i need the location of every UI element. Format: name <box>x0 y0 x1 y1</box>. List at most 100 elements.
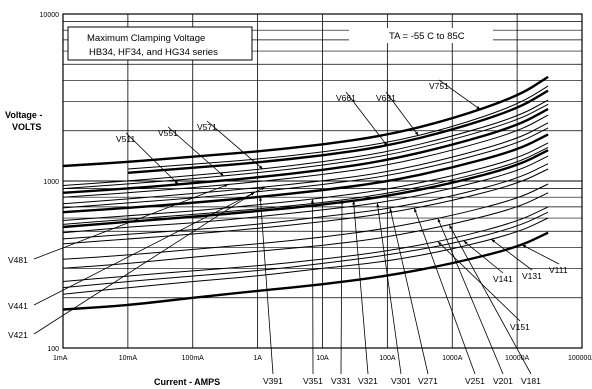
tick-labels: 1mA 10mA 100mA 1A 10A 100A 1000A 10000A 100000A 1… <box>40 12 592 362</box>
leader-arrow-v391 <box>259 196 263 201</box>
leader-arrow-v571 <box>259 165 263 169</box>
leader-arrow-v511 <box>174 180 179 185</box>
leader-line-v571 <box>206 120 264 170</box>
y-tick-label: 1000 <box>43 179 59 186</box>
leader-arrow-v481 <box>224 184 228 188</box>
series-label-v331: V331 <box>331 376 351 386</box>
series-label-v141: V141 <box>493 274 513 284</box>
series-line-v661 <box>127 89 549 174</box>
series-labels: V751 V681 V661 V571 V551 V511 V481 V441 V421 V391… <box>8 81 568 386</box>
leader-arrow-v351 <box>310 199 314 203</box>
series-line-v151 <box>62 206 549 282</box>
series-label-v251: V251 <box>465 376 485 386</box>
temperature-box <box>349 28 493 43</box>
series-line-v201 <box>62 183 549 260</box>
leader-line-v351 <box>312 199 314 375</box>
leader-arrow-v151 <box>437 241 442 246</box>
leader-line-v511 <box>125 132 179 185</box>
series-line-v271 <box>62 163 549 240</box>
leader-arrow-v111 <box>522 245 527 249</box>
x-tick-label: 10A <box>316 355 329 362</box>
series-label-v181: V181 <box>521 376 541 386</box>
series-line-v181 <box>62 192 549 269</box>
leader-line-v141 <box>463 240 504 274</box>
y-axis-label-line-2: VOLTS <box>12 122 41 132</box>
leader-line-v251 <box>413 208 476 375</box>
series-label-v551: V551 <box>158 128 178 138</box>
leader-line-v441 <box>33 186 266 306</box>
x-tick-label: 1mA <box>53 355 68 362</box>
series-label-v681: V681 <box>376 93 396 103</box>
temperature-note: TA = -55 C to 85C <box>389 31 465 42</box>
x-tick-label: 100A <box>379 355 396 362</box>
series-label-v661: V661 <box>336 93 356 103</box>
series-line-v141 <box>62 211 549 289</box>
series-line-v681 <box>127 85 549 170</box>
x-tick-label: 1A <box>253 355 262 362</box>
series-line-v111 <box>62 231 549 311</box>
leader-arrow-v661 <box>383 142 388 146</box>
leader-line-v681 <box>385 91 419 136</box>
leader-arrow-v421 <box>250 192 255 196</box>
leader-arrow-v751 <box>476 106 481 110</box>
leader-arrow-v321 <box>352 200 356 205</box>
series-line-v301 <box>62 155 549 234</box>
series-label-v321: V321 <box>358 376 378 386</box>
series-line-v321 <box>62 149 549 229</box>
series-label-v111: V111 <box>549 265 568 275</box>
series-label-v441: V441 <box>8 301 28 311</box>
series-line-v481 <box>62 114 549 198</box>
x-tick-label: 10mA <box>119 355 138 362</box>
chart-title-line-2: HB34, HF34, and HG34 series <box>89 47 218 58</box>
series-line-v421 <box>62 127 549 209</box>
leader-line-v331 <box>340 200 343 375</box>
title-box <box>67 26 253 61</box>
leader-line-v751 <box>438 79 481 110</box>
leader-arrow-v331 <box>340 200 344 204</box>
series-label-v511: V511 <box>116 134 135 144</box>
leader-line-v661 <box>345 91 388 147</box>
leader-line-v391 <box>259 196 274 375</box>
chart-title-line-1: Maximum Clamping Voltage <box>87 33 205 44</box>
leader-line-v301 <box>376 203 402 375</box>
x-tick-label: 1000A <box>442 355 463 362</box>
series-line-v511 <box>62 107 549 194</box>
x-tick-label: 100000A <box>568 355 592 362</box>
leader-line-v421 <box>33 191 255 335</box>
leader-arrow-v681 <box>414 131 419 136</box>
leader-line-v321 <box>353 200 369 375</box>
series-line-v351 <box>62 142 549 221</box>
leader-arrow-v201 <box>437 218 441 223</box>
series-lines <box>62 75 549 311</box>
series-line-v391 <box>62 133 549 214</box>
plot-frame <box>62 13 583 349</box>
series-line-v551 <box>62 103 549 190</box>
series-line-v131 <box>62 217 549 295</box>
series-label-v391: V391 <box>263 376 283 386</box>
series-label-v201: V201 <box>493 376 513 386</box>
series-label-v271: V271 <box>418 376 438 386</box>
leader-line-v551 <box>167 126 224 177</box>
leader-line-v481 <box>33 184 229 260</box>
y-tick-label: 100 <box>47 346 59 353</box>
leader-arrow-v301 <box>376 203 380 207</box>
series-label-v421: V421 <box>8 330 28 340</box>
leader-line-v181 <box>448 224 532 375</box>
leader-line-v151 <box>437 241 521 322</box>
series-label-v751: V751 <box>429 81 449 91</box>
series-label-v301: V301 <box>391 376 411 386</box>
leader-arrow-v181 <box>449 225 453 229</box>
series-label-v151: V151 <box>510 322 530 332</box>
x-tick-label: 10000A <box>505 355 529 362</box>
series-line-v251 <box>62 168 549 245</box>
series-line-v751 <box>62 75 549 168</box>
x-tick-label: 100mA <box>182 355 205 362</box>
series-line-v331 <box>62 146 549 225</box>
series-label-v571: V571 <box>197 122 217 132</box>
leader-line-v271 <box>389 208 429 375</box>
leader-arrow-v441 <box>261 187 265 191</box>
y-axis-label-line-1: Voltage - <box>5 110 42 120</box>
series-label-v131: V131 <box>522 271 542 281</box>
leader-arrow-v131 <box>491 239 496 243</box>
